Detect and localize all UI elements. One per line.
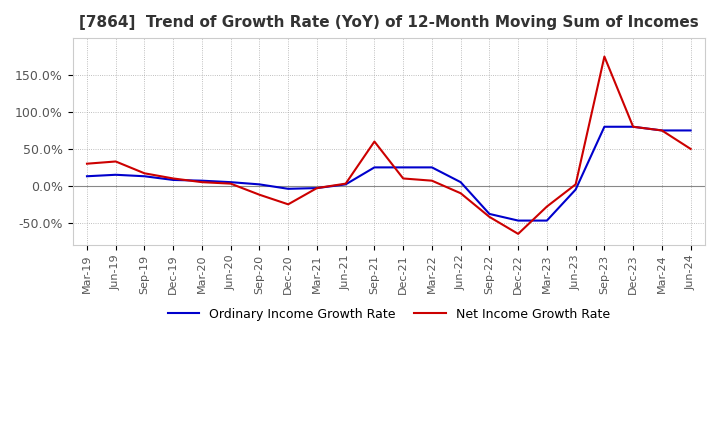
Line: Ordinary Income Growth Rate: Ordinary Income Growth Rate (87, 127, 690, 220)
Ordinary Income Growth Rate (83, 174, 91, 179)
Legend: Ordinary Income Growth Rate, Net Income Growth Rate: Ordinary Income Growth Rate, Net Income … (163, 303, 615, 326)
Ordinary Income Growth Rate (514, 218, 523, 223)
Net Income Growth Rate (112, 159, 120, 164)
Ordinary Income Growth Rate (572, 187, 580, 192)
Ordinary Income Growth Rate (341, 182, 350, 187)
Net Income Growth Rate (657, 128, 666, 133)
Ordinary Income Growth Rate (543, 218, 552, 223)
Ordinary Income Growth Rate (370, 165, 379, 170)
Ordinary Income Growth Rate (312, 185, 321, 191)
Net Income Growth Rate (284, 202, 292, 207)
Ordinary Income Growth Rate (657, 128, 666, 133)
Ordinary Income Growth Rate (629, 124, 637, 129)
Net Income Growth Rate (572, 182, 580, 187)
Ordinary Income Growth Rate (399, 165, 408, 170)
Ordinary Income Growth Rate (197, 178, 206, 183)
Net Income Growth Rate (255, 192, 264, 198)
Ordinary Income Growth Rate (284, 186, 292, 191)
Net Income Growth Rate (399, 176, 408, 181)
Ordinary Income Growth Rate (686, 128, 695, 133)
Net Income Growth Rate (226, 181, 235, 186)
Net Income Growth Rate (83, 161, 91, 166)
Ordinary Income Growth Rate (485, 211, 494, 216)
Ordinary Income Growth Rate (255, 182, 264, 187)
Title: [7864]  Trend of Growth Rate (YoY) of 12-Month Moving Sum of Incomes: [7864] Trend of Growth Rate (YoY) of 12-… (79, 15, 698, 30)
Net Income Growth Rate (428, 178, 436, 183)
Ordinary Income Growth Rate (112, 172, 120, 177)
Net Income Growth Rate (456, 191, 465, 196)
Net Income Growth Rate (543, 204, 552, 209)
Ordinary Income Growth Rate (456, 180, 465, 185)
Net Income Growth Rate (197, 180, 206, 185)
Ordinary Income Growth Rate (428, 165, 436, 170)
Net Income Growth Rate (169, 176, 178, 181)
Ordinary Income Growth Rate (226, 180, 235, 185)
Net Income Growth Rate (629, 124, 637, 129)
Net Income Growth Rate (370, 139, 379, 144)
Ordinary Income Growth Rate (169, 177, 178, 183)
Net Income Growth Rate (140, 171, 149, 176)
Net Income Growth Rate (600, 54, 608, 59)
Ordinary Income Growth Rate (600, 124, 608, 129)
Net Income Growth Rate (514, 231, 523, 237)
Net Income Growth Rate (341, 181, 350, 186)
Net Income Growth Rate (312, 185, 321, 191)
Net Income Growth Rate (485, 214, 494, 220)
Net Income Growth Rate (686, 146, 695, 151)
Ordinary Income Growth Rate (140, 174, 149, 179)
Line: Net Income Growth Rate: Net Income Growth Rate (87, 57, 690, 234)
